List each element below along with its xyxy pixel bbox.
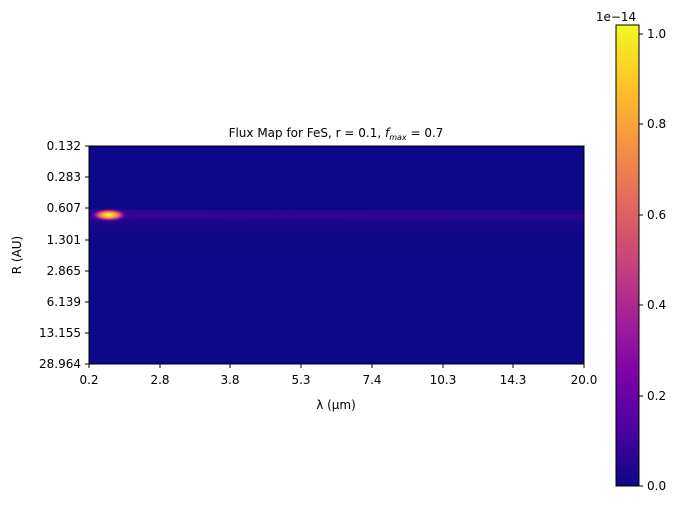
colorbar-gradient [615,24,640,487]
colorbar-tick-label: 0.2 [647,389,666,403]
colorbar-tick-label: 1.0 [647,27,666,41]
x-axis: 0.2 2.8 3.8 5.3 7.4 10.3 14.3 20.0 λ (μm… [79,364,597,412]
y-tick-label: 0.132 [47,139,81,153]
colorbar: 1e−14 0.0 0.2 0.4 0.6 0.8 1.0 [596,10,666,493]
colorbar-tick-label: 0.4 [647,298,666,312]
colorbar-scale-label: 1e−14 [596,10,636,24]
colorbar-tick-label: 0.6 [647,208,666,222]
y-axis: 0.132 0.283 0.607 1.301 2.865 6.139 13.1… [10,139,89,371]
y-tick-label: 0.283 [47,170,81,184]
plot-frame [88,145,585,365]
y-tick-label: 1.301 [47,233,81,247]
heatmap-background [89,146,584,364]
heatmap-band [89,210,584,219]
y-tick-label: 13.155 [39,326,81,340]
x-tick-label: 7.4 [362,373,381,387]
heatmap [89,146,584,364]
colorbar-tick-label: 0.8 [647,117,666,131]
x-tick-label: 3.8 [220,373,239,387]
x-tick-label: 0.2 [79,373,98,387]
heatmap-peak [89,208,129,222]
y-tick-label: 28.964 [39,357,81,371]
colorbar-tick-label: 0.0 [647,479,666,493]
chart-title: Flux Map for FeS, r = 0.1, fmax = 0.7 [229,126,444,142]
x-tick-label: 5.3 [291,373,310,387]
x-tick-label: 2.8 [150,373,169,387]
y-tick-label: 6.139 [47,295,81,309]
y-tick-label: 2.865 [47,264,81,278]
y-axis-label: R (AU) [10,236,24,275]
x-tick-label: 14.3 [500,373,527,387]
x-tick-label: 20.0 [571,373,598,387]
heatmap-faint-band [89,214,584,254]
x-tick-label: 10.3 [430,373,457,387]
x-axis-label: λ (μm) [316,398,356,412]
y-tick-label: 0.607 [47,201,81,215]
